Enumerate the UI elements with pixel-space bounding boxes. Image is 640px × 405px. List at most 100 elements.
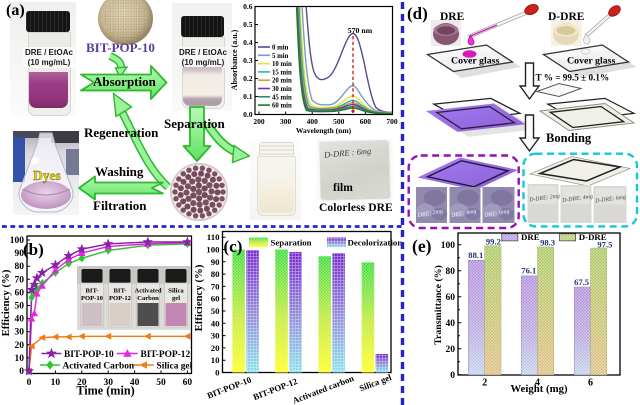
svg-text:10 min: 10 min <box>272 61 292 68</box>
svg-text:(e): (e) <box>412 236 432 256</box>
svg-text:570 nm: 570 nm <box>348 26 373 35</box>
svg-text:200: 200 <box>253 117 265 126</box>
svg-text:67.5: 67.5 <box>574 277 589 287</box>
svg-text:Transmittance (%): Transmittance (%) <box>433 265 444 345</box>
svg-text:BIT-: BIT- <box>114 288 127 295</box>
svg-text:70: 70 <box>211 281 220 291</box>
svg-text:300: 300 <box>280 117 292 126</box>
svg-text:Wavelength (nm): Wavelength (nm) <box>296 126 352 135</box>
svg-text:Activated carbon: Activated carbon <box>291 373 355 405</box>
svg-text:0: 0 <box>19 367 24 377</box>
svg-text:BIT-POP-10: BIT-POP-10 <box>64 350 114 360</box>
svg-text:POP-10: POP-10 <box>81 295 104 302</box>
svg-text:BIT-POP-10: BIT-POP-10 <box>206 374 254 400</box>
svg-text:BIT-POP-12: BIT-POP-12 <box>141 350 191 360</box>
svg-text:40: 40 <box>15 315 25 325</box>
svg-text:70: 70 <box>15 275 25 285</box>
svg-text:100: 100 <box>206 245 220 255</box>
svg-text:(d): (d) <box>407 4 428 23</box>
svg-text:50: 50 <box>211 306 220 316</box>
svg-text:D-DRE: 6mg: D-DRE: 6mg <box>594 194 626 204</box>
svg-text:0.6: 0.6 <box>243 2 253 11</box>
svg-text:30 min: 30 min <box>272 86 292 93</box>
svg-text:Cover glass: Cover glass <box>567 56 616 67</box>
svg-text:100: 100 <box>441 241 456 251</box>
svg-text:Time (min): Time (min) <box>76 384 134 398</box>
svg-text:DRE: 2mg: DRE: 2mg <box>416 209 443 220</box>
svg-text:10: 10 <box>211 355 220 365</box>
svg-text:Weight (mg): Weight (mg) <box>510 383 568 395</box>
svg-text:T % = 99.5 ± 0.1%: T % = 99.5 ± 0.1% <box>536 73 610 83</box>
svg-text:Efficiency (%): Efficiency (%) <box>0 269 12 336</box>
svg-text:Decolorization: Decolorization <box>348 237 403 247</box>
svg-text:Activated: Activated <box>134 288 161 295</box>
svg-text:100: 100 <box>10 236 25 246</box>
svg-text:0.3: 0.3 <box>243 56 253 65</box>
svg-text:0.4: 0.4 <box>243 38 253 47</box>
svg-text:99.2: 99.2 <box>486 236 501 246</box>
svg-text:6: 6 <box>588 378 593 389</box>
svg-text:D-DRE: 4mg: D-DRE: 4mg <box>561 193 594 204</box>
svg-text:5 min: 5 min <box>272 53 289 60</box>
svg-text:(b): (b) <box>23 240 44 259</box>
svg-text:80: 80 <box>15 262 25 272</box>
svg-text:0 min: 0 min <box>272 45 289 52</box>
svg-text:2: 2 <box>482 378 487 389</box>
svg-text:0.1: 0.1 <box>243 92 253 101</box>
svg-text:D-DRE: D-DRE <box>579 232 607 242</box>
svg-text:20: 20 <box>77 378 87 388</box>
svg-text:80: 80 <box>446 267 456 277</box>
svg-text:Silica gel: Silica gel <box>358 372 393 394</box>
svg-text:10: 10 <box>51 378 61 388</box>
svg-text:Efficiency (%): Efficiency (%) <box>195 264 205 331</box>
svg-text:60: 60 <box>183 378 193 388</box>
svg-text:0.5: 0.5 <box>243 20 253 29</box>
svg-text:80: 80 <box>211 269 220 279</box>
svg-text:Absorbance (a.u.): Absorbance (a.u.) <box>230 29 239 90</box>
svg-text:400: 400 <box>307 117 319 126</box>
svg-text:D-DRE: 2mg: D-DRE: 2mg <box>528 193 560 203</box>
svg-text:50: 50 <box>156 378 166 388</box>
svg-text:DRE: 6mg: DRE: 6mg <box>483 209 510 220</box>
svg-text:10: 10 <box>15 354 25 364</box>
svg-text:60 min: 60 min <box>272 103 292 110</box>
svg-text:40: 40 <box>446 319 456 329</box>
svg-text:110: 110 <box>207 232 220 242</box>
svg-text:40: 40 <box>211 318 220 328</box>
svg-text:DRE: DRE <box>521 232 540 242</box>
svg-text:90: 90 <box>211 257 220 267</box>
svg-text:20 min: 20 min <box>272 78 292 85</box>
svg-text:0.2: 0.2 <box>243 74 253 83</box>
svg-text:Activated Carbon: Activated Carbon <box>63 361 135 371</box>
svg-text:15 min: 15 min <box>272 69 292 76</box>
svg-text:Carbon: Carbon <box>137 295 159 302</box>
svg-text:88.1: 88.1 <box>468 250 483 260</box>
svg-text:DRE: 4mg: DRE: 4mg <box>450 208 477 219</box>
svg-text:60: 60 <box>446 293 456 303</box>
svg-text:600: 600 <box>360 117 372 126</box>
svg-text:700: 700 <box>386 117 398 126</box>
svg-text:0: 0 <box>450 371 455 381</box>
svg-text:20: 20 <box>446 345 456 355</box>
svg-text:98.3: 98.3 <box>540 238 555 248</box>
svg-text:20: 20 <box>15 341 25 351</box>
svg-text:40: 40 <box>130 378 140 388</box>
svg-text:30: 30 <box>211 331 220 341</box>
svg-text:500: 500 <box>333 117 345 126</box>
svg-text:20: 20 <box>211 343 220 353</box>
svg-text:Bonding: Bonding <box>546 131 592 145</box>
svg-text:POP-12: POP-12 <box>109 295 132 302</box>
svg-text:gel: gel <box>172 295 180 302</box>
svg-text:45 min: 45 min <box>272 94 292 101</box>
svg-text:0: 0 <box>215 368 220 378</box>
svg-text:90: 90 <box>15 249 25 259</box>
svg-text:0.0: 0.0 <box>243 110 253 119</box>
svg-text:30: 30 <box>15 328 25 338</box>
svg-text:Silica gel: Silica gel <box>157 361 193 371</box>
svg-text:76.1: 76.1 <box>521 266 536 276</box>
svg-text:97.5: 97.5 <box>597 240 612 250</box>
svg-text:4: 4 <box>535 378 540 389</box>
svg-text:30: 30 <box>103 378 113 388</box>
svg-text:50: 50 <box>15 302 25 312</box>
svg-text:Cover glass: Cover glass <box>451 56 500 67</box>
